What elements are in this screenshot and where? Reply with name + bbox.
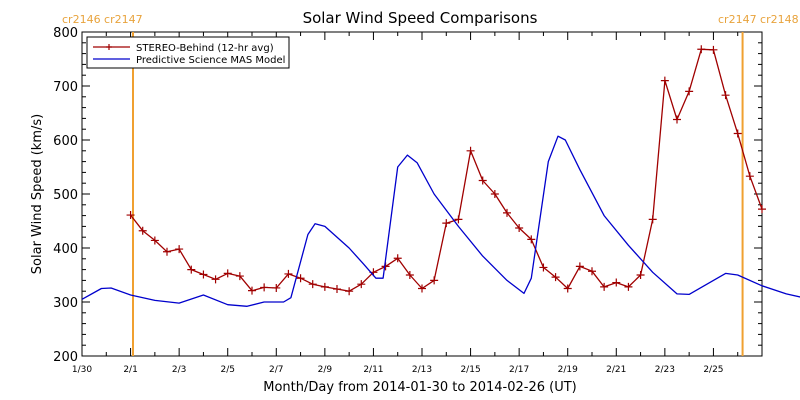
stereo-behind-point [150, 236, 159, 245]
stereo-behind-point [248, 286, 256, 295]
stereo-behind-point [320, 282, 329, 291]
stereo-behind-point [745, 172, 754, 181]
stereo-behind-point [588, 267, 596, 276]
chart-title: Solar Wind Speed Comparisons [303, 9, 538, 27]
y-tick-label: 500 [53, 188, 78, 203]
stereo-behind-point [685, 87, 694, 96]
stereo-behind-point [673, 115, 681, 124]
stereo-behind-point [733, 129, 742, 138]
stereo-behind-point [430, 276, 439, 285]
y-tick-label: 600 [53, 134, 78, 149]
stereo-behind-point [126, 211, 135, 220]
stereo-behind-point [636, 271, 645, 279]
stereo-behind-point [478, 176, 487, 185]
stereo-behind-point [418, 284, 426, 293]
y-tick-label: 400 [53, 242, 78, 257]
stereo-behind-point [721, 91, 730, 100]
stereo-behind-point [697, 45, 706, 54]
y-tick-label: 700 [53, 80, 78, 95]
stereo-behind-point [466, 146, 475, 155]
carrington-label: cr2147 cr2148 [718, 13, 799, 26]
stereo-behind-point [563, 284, 572, 293]
x-tick-label: 2/21 [606, 365, 626, 375]
stereo-behind-point [405, 271, 414, 279]
stereo-behind-point [393, 254, 402, 263]
stereo-behind-point [235, 272, 244, 281]
legend: STEREO-Behind (12-hr avg)Predictive Scie… [86, 36, 290, 69]
stereo-behind-point [223, 269, 232, 278]
plot-frame [81, 31, 763, 357]
carrington-label: cr2146 cr2147 [62, 13, 143, 26]
stereo-behind-point [490, 190, 499, 198]
x-tick-label: 2/17 [509, 365, 529, 375]
stereo-behind-point [308, 280, 317, 289]
stereo-behind-point [175, 245, 184, 254]
stereo-behind-line [130, 48, 763, 292]
stereo-behind-point [296, 274, 305, 283]
legend-box [86, 36, 290, 69]
mas-model-line [81, 135, 800, 307]
stereo-behind-point [357, 280, 366, 289]
stereo-behind-point [284, 269, 293, 278]
x-tick-label: 2/19 [558, 365, 578, 375]
stereo-behind-point [709, 45, 718, 54]
stereo-behind-point [503, 208, 511, 217]
y-tick-label: 800 [53, 26, 78, 41]
legend-marker [106, 44, 112, 50]
x-tick-label: 2/13 [412, 365, 432, 375]
stereo-behind-point [624, 282, 633, 291]
y-tick-label: 200 [53, 350, 78, 365]
x-tick-label: 2/11 [363, 365, 383, 375]
stereo-behind-point [187, 265, 196, 274]
stereo-behind-point [260, 283, 269, 292]
stereo-behind-point [442, 219, 451, 228]
legend-entry: Predictive Science MAS Model [136, 55, 285, 66]
stereo-behind-point [527, 235, 536, 244]
stereo-behind-point [333, 285, 341, 294]
x-tick-label: 2/9 [318, 365, 333, 375]
stereo-behind-point [539, 263, 548, 272]
x-tick-label: 1/30 [72, 365, 92, 375]
stereo-behind-point [551, 273, 560, 282]
y-tick-label: 300 [53, 296, 78, 311]
x-axis-label: Month/Day from 2014-01-30 to 2014-02-26 … [263, 380, 576, 395]
stereo-behind-point [211, 275, 220, 284]
x-tick-label: 2/15 [460, 365, 480, 375]
x-tick-label: 2/7 [269, 365, 283, 375]
x-tick-label: 2/3 [172, 365, 186, 375]
stereo-behind-point [660, 76, 669, 85]
stereo-behind-point [575, 262, 584, 271]
stereo-behind-point [138, 226, 147, 235]
stereo-behind-point [345, 287, 354, 296]
stereo-behind-point [600, 282, 609, 291]
stereo-behind-point [758, 205, 766, 214]
x-tick-label: 2/5 [220, 365, 234, 375]
stereo-behind-point [648, 215, 657, 224]
stereo-behind-point [612, 278, 621, 287]
stereo-behind-point [515, 224, 524, 233]
stereo-behind-point [163, 247, 171, 256]
legend-entry: STEREO-Behind (12-hr avg) [136, 43, 274, 54]
x-tick-label: 2/1 [123, 365, 137, 375]
stereo-behind-point [272, 283, 281, 292]
stereo-behind-point [454, 215, 463, 224]
stereo-behind-point [199, 270, 208, 279]
y-axis-label: Solar Wind Speed (km/s) [30, 114, 45, 274]
x-tick-label: 2/23 [655, 365, 675, 375]
x-tick-label: 2/25 [703, 365, 723, 375]
